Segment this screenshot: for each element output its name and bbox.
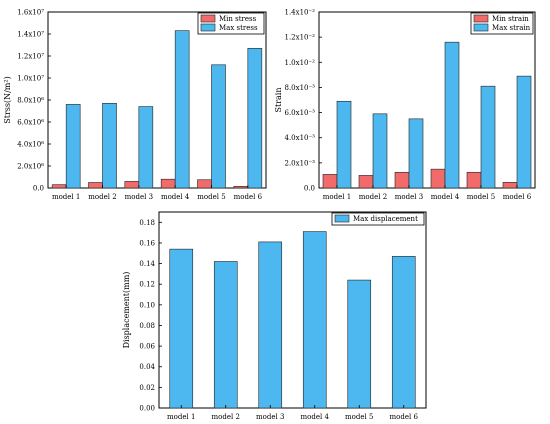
chart-panel-1: 0.0 2.0x10⁶ 4.0x10⁶ 6.0x10⁶ 8.0x10⁶ 1.0x10⁷ 1.… bbox=[3, 9, 267, 201]
y-tick-label: 1.4x10⁷ bbox=[17, 31, 44, 39]
bar-max-strain-2 bbox=[372, 113, 388, 189]
y-tick-label: 0.16 bbox=[139, 239, 155, 247]
bar-min-stress-4 bbox=[160, 178, 176, 189]
plot-frame bbox=[158, 211, 427, 409]
bar-max-stress-1 bbox=[65, 104, 81, 189]
y-tick-label: 4.0x10⁻³ bbox=[285, 134, 316, 142]
x-tick-label: model 1 bbox=[52, 193, 80, 201]
x-tick-label: model 1 bbox=[323, 193, 351, 201]
x-tick-label: model 1 bbox=[167, 413, 195, 421]
y-axis-label: Strss(N/m²) bbox=[3, 76, 12, 123]
y-tick-label: 1.2x10⁷ bbox=[17, 53, 44, 61]
x-tick-label: model 6 bbox=[234, 193, 263, 201]
legend-label: Min strain bbox=[492, 15, 529, 23]
y-tick-label: 1.4x10⁻² bbox=[285, 9, 316, 17]
x-tick-label: model 3 bbox=[125, 193, 153, 201]
y-tick-label: 0.12 bbox=[139, 281, 155, 289]
y-tick-label: 0.14 bbox=[139, 260, 155, 268]
y-tick-label: 1.2x10⁻² bbox=[285, 34, 316, 42]
x-tick-label: model 5 bbox=[467, 193, 495, 201]
bar-max-stress-2 bbox=[102, 103, 117, 189]
bar-max-stress-5 bbox=[211, 64, 226, 189]
x-tick-label: model 4 bbox=[161, 193, 190, 201]
chart-panel-2: 0.0 2.0x10⁻³ 4.0x10⁻³ 6.0x10⁻³ 8.0x10⁻³ 1.0x1… bbox=[274, 9, 536, 201]
x-tick-label: model 6 bbox=[503, 193, 532, 201]
bar-max-displacement-5 bbox=[347, 279, 372, 409]
legend-swatch bbox=[334, 214, 350, 223]
bar-max-stress-4 bbox=[174, 30, 190, 189]
bar-max-displacement-4 bbox=[302, 231, 327, 409]
bar-max-strain-6 bbox=[516, 75, 532, 189]
y-tick-label: 2.0x10⁻³ bbox=[285, 159, 316, 167]
x-tick-label: model 4 bbox=[301, 413, 330, 421]
bar-max-displacement-1 bbox=[169, 248, 194, 409]
bar-max-stress-3 bbox=[138, 106, 154, 189]
legend-swatch bbox=[200, 14, 216, 23]
legend-swatch bbox=[200, 23, 216, 32]
y-tick-label: 0.18 bbox=[139, 219, 155, 227]
x-tick-label: model 6 bbox=[390, 413, 419, 421]
bar-max-displacement-3 bbox=[258, 241, 283, 409]
x-tick-label: model 2 bbox=[88, 193, 116, 201]
y-tick-label: 0.0 bbox=[304, 185, 315, 193]
y-tick-label: 2.0x10⁶ bbox=[17, 163, 44, 171]
legend-swatch bbox=[473, 23, 489, 32]
legend-label: Min stress bbox=[219, 15, 257, 23]
bar-min-strain-3 bbox=[394, 171, 410, 189]
y-tick-label: 4.0x10⁶ bbox=[17, 141, 44, 149]
bar-min-stress-2 bbox=[88, 182, 103, 189]
plot-frame bbox=[47, 11, 267, 189]
y-tick-label: 0.06 bbox=[139, 343, 155, 351]
y-tick-label: 0.00 bbox=[139, 405, 155, 413]
y-tick-label: 1.0x10⁻² bbox=[285, 59, 316, 67]
y-tick-label: 6.0x10⁻³ bbox=[285, 109, 316, 117]
bar-min-strain-1 bbox=[322, 174, 338, 189]
legend-swatch bbox=[473, 14, 489, 23]
bar-min-stress-1 bbox=[51, 184, 67, 189]
bar-min-stress-3 bbox=[124, 181, 140, 189]
legend-label: Max stress bbox=[219, 24, 258, 32]
x-tick-label: model 4 bbox=[431, 193, 460, 201]
y-tick-label: 0.02 bbox=[139, 384, 155, 392]
bar-max-displacement-2 bbox=[213, 261, 238, 409]
bar-min-strain-4 bbox=[430, 168, 446, 189]
y-tick-label: 0.10 bbox=[139, 301, 155, 309]
x-tick-label: model 3 bbox=[395, 193, 423, 201]
bar-min-strain-6 bbox=[502, 182, 518, 189]
y-tick-label: 0.04 bbox=[139, 363, 155, 371]
y-tick-label: 1.6x10⁷ bbox=[17, 9, 44, 17]
x-tick-label: model 5 bbox=[197, 193, 225, 201]
y-axis-label: Displacement(mm) bbox=[122, 272, 131, 349]
bar-max-stress-6 bbox=[247, 47, 263, 189]
y-axis-label: Strain bbox=[274, 88, 283, 113]
legend-box bbox=[331, 212, 425, 226]
plot-frame bbox=[318, 11, 536, 189]
bar-max-strain-4 bbox=[444, 41, 460, 189]
legend-label: Max strain bbox=[492, 24, 531, 32]
legend-label: Max displacement bbox=[353, 215, 418, 223]
x-tick-label: model 5 bbox=[345, 413, 373, 421]
x-tick-label: model 3 bbox=[256, 413, 284, 421]
bar-max-displacement-6 bbox=[391, 256, 416, 409]
bar-min-stress-5 bbox=[197, 179, 212, 189]
y-tick-label: 8.0x10⁻³ bbox=[285, 84, 316, 92]
y-tick-label: 0.0 bbox=[33, 185, 44, 193]
legend: Max displacement bbox=[331, 212, 425, 226]
x-tick-label: model 2 bbox=[212, 413, 240, 421]
bar-min-strain-5 bbox=[466, 171, 482, 189]
bar-max-strain-3 bbox=[408, 118, 424, 189]
x-tick-label: model 2 bbox=[359, 193, 387, 201]
chart-panel-3: 0.00 0.02 0.04 0.06 0.08 0.10 0.12 0.14 0.16 0.18… bbox=[122, 211, 427, 421]
y-tick-label: 8.0x10⁶ bbox=[17, 97, 44, 105]
y-tick-label: 1.0x10⁷ bbox=[17, 75, 44, 83]
bar-min-stress-6 bbox=[233, 186, 249, 189]
bar-min-strain-2 bbox=[358, 175, 374, 189]
y-tick-label: 6.0x10⁶ bbox=[17, 119, 44, 127]
y-tick-label: 0.08 bbox=[139, 322, 155, 330]
bar-max-strain-5 bbox=[480, 85, 496, 189]
bar-max-strain-1 bbox=[336, 100, 352, 189]
